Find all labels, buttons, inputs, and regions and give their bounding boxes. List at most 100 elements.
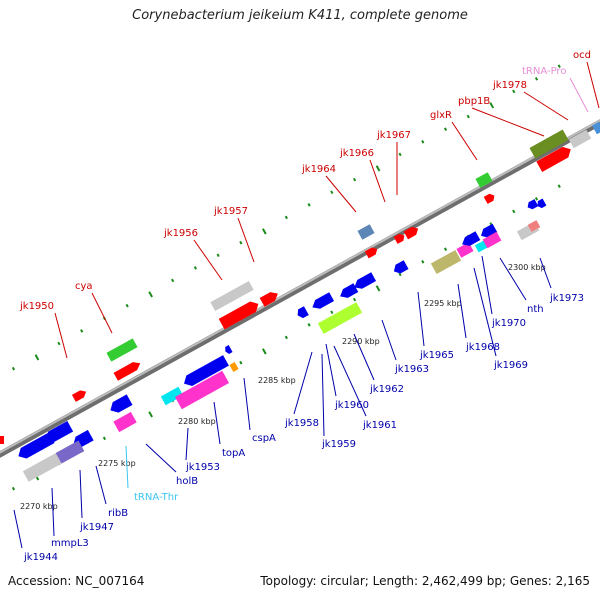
scale-label: 2275 kbp: [98, 459, 136, 468]
forward-gene-label: ocd: [573, 50, 591, 61]
reverse-gene-label: jk1963: [394, 364, 429, 375]
tick-mark: [34, 354, 40, 361]
forward-gene-feature: [106, 338, 138, 362]
tick-mark: [102, 436, 107, 441]
reverse-gene-label: jk1944: [23, 552, 58, 563]
leader-line: [125, 445, 129, 489]
forward-gene-feature-body: [536, 146, 571, 172]
reverse-gene-label: jk1960: [334, 400, 369, 411]
reverse-gene-label: jk1961: [362, 420, 397, 431]
forward-gene-feature-body: [529, 129, 569, 159]
forward-gene-feature-body: [475, 172, 493, 188]
reverse-gene-label: jk1959: [321, 439, 356, 450]
reverse-gene-feature: [482, 231, 502, 249]
tick-mark: [557, 184, 561, 188]
forward-gene-label: jk1957: [213, 206, 248, 217]
reverse-gene-label: jk1969: [493, 360, 528, 371]
reverse-gene-feature: [462, 231, 481, 246]
leader-line: [95, 465, 107, 505]
forward-gene-feature: [592, 121, 600, 135]
leader-line: [193, 239, 223, 281]
leader-line: [539, 257, 552, 289]
leader-line: [51, 487, 55, 537]
scale-label: 2290 kbp: [342, 337, 380, 346]
tick-mark: [352, 297, 357, 302]
tick-mark: [375, 285, 381, 292]
forward-gene-feature: [475, 172, 493, 188]
reverse-gene-label: jk1947: [79, 522, 114, 533]
forward-gene-label: jk1950: [19, 301, 54, 312]
forward-gene-feature-body: [106, 338, 138, 362]
leader-line: [54, 312, 68, 359]
forward-gene-label: cya: [75, 281, 93, 292]
reverse-gene-feature: [113, 411, 137, 433]
reverse-gene-feature-body: [527, 220, 541, 232]
forward-gene-label: jk1978: [492, 80, 527, 91]
leader-line: [213, 401, 221, 445]
tick-mark: [398, 272, 402, 277]
leader-line: [91, 292, 113, 334]
reverse-gene-feature: [527, 199, 539, 210]
scale-label: 2270 kbp: [20, 502, 58, 511]
forward-gene-feature-body: [592, 121, 600, 135]
leader-line: [325, 343, 337, 397]
reverse-gene-feature-body: [160, 386, 184, 406]
leader-line: [586, 61, 600, 109]
leader-line: [451, 121, 478, 161]
reverse-gene-feature: [184, 355, 229, 386]
forward-gene-feature-body: [259, 292, 278, 307]
reverse-gene-feature: [55, 440, 85, 464]
reverse-gene-feature: [160, 386, 184, 406]
tick-mark: [352, 177, 357, 182]
scale-label: 2280 kbp: [178, 417, 216, 426]
leader-line: [499, 257, 527, 301]
reverse-gene-label: nth: [527, 304, 544, 315]
tick-mark: [57, 341, 61, 346]
forward-gene-label: glxR: [430, 110, 452, 121]
tick-mark: [307, 203, 311, 207]
reverse-gene-feature-body: [393, 260, 409, 274]
leader-line: [79, 469, 83, 519]
reverse-gene-feature-body: [184, 355, 229, 386]
leader-line: [333, 345, 367, 417]
leader-line: [321, 353, 325, 437]
forward-gene-feature: [568, 129, 592, 149]
leader-line: [473, 267, 497, 357]
genome-summary: Topology: circular; Length: 2,462,499 bp…: [260, 574, 590, 588]
reverse-gene-feature-body: [317, 302, 363, 334]
forward-gene-feature: [403, 226, 419, 240]
forward-gene-label: jk1964: [301, 164, 336, 175]
tick-mark: [512, 209, 516, 214]
tick-mark: [11, 366, 16, 371]
reverse-gene-label: jk1953: [185, 462, 220, 473]
tick-mark: [421, 140, 425, 144]
tick-mark: [443, 127, 448, 132]
forward-gene-feature-body: [357, 224, 375, 240]
reverse-gene-feature-body: [537, 198, 547, 209]
reverse-gene-feature: [393, 260, 409, 274]
tick-mark: [239, 240, 243, 245]
reverse-gene-feature-body: [55, 440, 85, 464]
forward-gene-feature: [210, 280, 254, 312]
leader-line: [185, 427, 189, 461]
forward-gene-feature-body: [393, 233, 405, 244]
reverse-gene-feature-body: [430, 249, 462, 275]
leader-line: [243, 377, 251, 431]
tick-mark: [375, 165, 381, 172]
tick-mark: [11, 486, 16, 491]
reverse-gene-label: ribB: [108, 508, 128, 519]
tick-mark: [398, 152, 402, 157]
forward-gene-label: tRNA-Pro: [522, 66, 566, 77]
reverse-gene-feature: [537, 198, 547, 209]
reverse-gene-label: jk1968: [465, 342, 500, 353]
reverse-gene-feature-body: [225, 345, 233, 354]
leader-line: [523, 91, 569, 121]
tick-row-upper: [11, 64, 561, 371]
forward-gene-feature-body: [483, 193, 495, 204]
forward-gene-feature: [393, 233, 405, 244]
reverse-gene-feature: [45, 420, 74, 443]
leader-line: [569, 77, 589, 113]
genome-backbone: [0, 119, 600, 458]
reverse-gene-feature: [317, 302, 363, 334]
forward-gene-label: jk1966: [339, 148, 374, 159]
